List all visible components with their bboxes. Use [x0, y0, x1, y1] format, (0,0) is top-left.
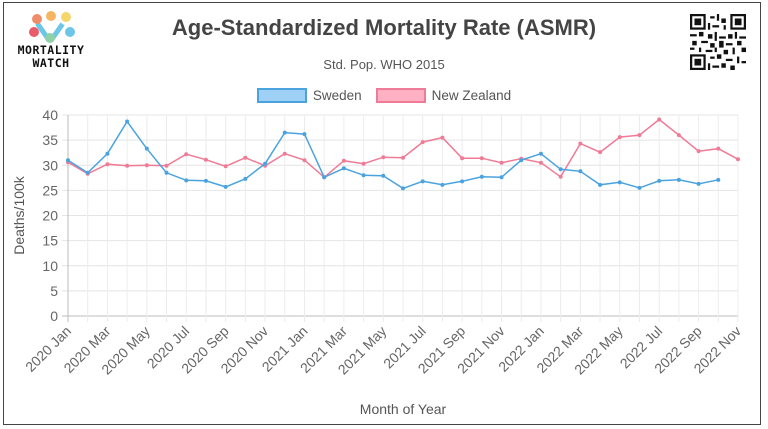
y-tick-label: 10	[42, 258, 58, 274]
x-axis-title: Month of Year	[360, 401, 447, 417]
legend-swatch-sweden	[256, 87, 307, 103]
data-point-new-zealand	[144, 163, 149, 168]
data-point-new-zealand	[637, 133, 642, 138]
data-point-sweden	[538, 151, 543, 156]
qr-code-icon	[690, 14, 746, 70]
data-point-sweden	[361, 173, 366, 178]
data-point-new-zealand	[538, 160, 543, 165]
y-tick-label: 20	[42, 208, 58, 224]
data-point-sweden	[341, 166, 346, 171]
data-point-new-zealand	[105, 162, 110, 167]
data-point-sweden	[716, 177, 721, 182]
data-point-sweden	[125, 119, 130, 124]
data-point-sweden	[322, 175, 327, 180]
data-point-new-zealand	[125, 163, 130, 168]
legend-swatch-new-zealand	[375, 87, 426, 103]
legend-item-new-zealand[interactable]: New Zealand	[375, 85, 512, 105]
y-tick-label: 0	[50, 308, 58, 324]
legend-label-sweden: Sweden	[312, 87, 362, 103]
chart-subtitle: Std. Pop. WHO 2015	[323, 57, 445, 72]
mortality-watch-logo-icon	[29, 11, 75, 43]
y-tick-label: 30	[42, 157, 58, 173]
data-point-sweden	[499, 175, 504, 180]
data-point-sweden	[85, 170, 90, 175]
y-tick-label: 35	[42, 132, 58, 148]
data-point-new-zealand	[479, 156, 484, 161]
data-point-sweden	[617, 180, 622, 185]
data-point-new-zealand	[736, 157, 740, 162]
data-point-new-zealand	[676, 133, 681, 138]
data-point-new-zealand	[460, 156, 465, 161]
data-point-new-zealand	[420, 140, 425, 145]
data-point-sweden	[203, 178, 208, 183]
data-point-new-zealand	[558, 174, 563, 179]
y-tick-label: 40	[42, 107, 58, 123]
data-point-new-zealand	[617, 135, 622, 140]
y-tick-label: 25	[42, 182, 58, 198]
data-point-sweden	[460, 179, 465, 184]
data-point-sweden	[105, 151, 110, 156]
logo-text: MORTALITY WATCH	[17, 43, 85, 70]
data-point-sweden	[519, 158, 524, 163]
y-tick-label: 5	[50, 283, 58, 299]
data-point-new-zealand	[302, 158, 307, 163]
data-point-sweden	[223, 184, 228, 189]
data-point-sweden	[184, 178, 189, 183]
data-point-sweden	[578, 169, 583, 174]
data-point-new-zealand	[657, 117, 662, 122]
data-point-new-zealand	[361, 161, 366, 166]
data-point-sweden	[637, 185, 642, 190]
legend-item-sweden[interactable]: Sweden	[256, 85, 362, 105]
y-tick-label: 15	[42, 233, 58, 249]
y-axis-title: Deaths/100k	[11, 175, 27, 255]
data-point-sweden	[243, 176, 248, 181]
data-point-new-zealand	[716, 146, 721, 151]
data-point-sweden	[440, 182, 445, 187]
data-point-new-zealand	[440, 135, 445, 140]
data-point-sweden	[66, 158, 70, 163]
data-point-sweden	[420, 179, 425, 184]
data-point-sweden	[282, 130, 287, 135]
data-point-new-zealand	[164, 163, 169, 168]
series-line-sweden	[67, 120, 719, 190]
data-point-new-zealand	[203, 157, 208, 162]
data-point-new-zealand	[184, 152, 189, 157]
data-point-sweden	[263, 161, 268, 166]
chart-title: Age-Standardized Mortality Rate (ASMR)	[171, 15, 597, 40]
data-point-sweden	[144, 146, 149, 151]
data-point-sweden	[381, 173, 386, 178]
data-point-new-zealand	[696, 149, 701, 154]
chart-frame	[3, 2, 761, 425]
data-point-sweden	[558, 167, 563, 172]
data-point-new-zealand	[499, 160, 504, 165]
data-point-sweden	[598, 182, 603, 187]
data-point-new-zealand	[223, 164, 228, 169]
data-point-new-zealand	[598, 150, 603, 155]
data-point-new-zealand	[282, 151, 287, 156]
data-point-sweden	[676, 177, 681, 182]
legend-label-new-zealand: New Zealand	[431, 87, 512, 103]
legend: Sweden New Zealand	[0, 85, 768, 105]
data-point-new-zealand	[578, 141, 583, 146]
data-point-sweden	[302, 132, 307, 137]
data-point-sweden	[696, 181, 701, 186]
data-point-new-zealand	[381, 155, 386, 160]
data-point-sweden	[401, 186, 405, 191]
data-point-new-zealand	[341, 158, 346, 163]
data-point-sweden	[657, 178, 662, 183]
data-point-sweden	[164, 170, 169, 175]
data-point-new-zealand	[243, 155, 248, 160]
data-point-new-zealand	[401, 155, 405, 160]
data-point-sweden	[479, 174, 484, 179]
